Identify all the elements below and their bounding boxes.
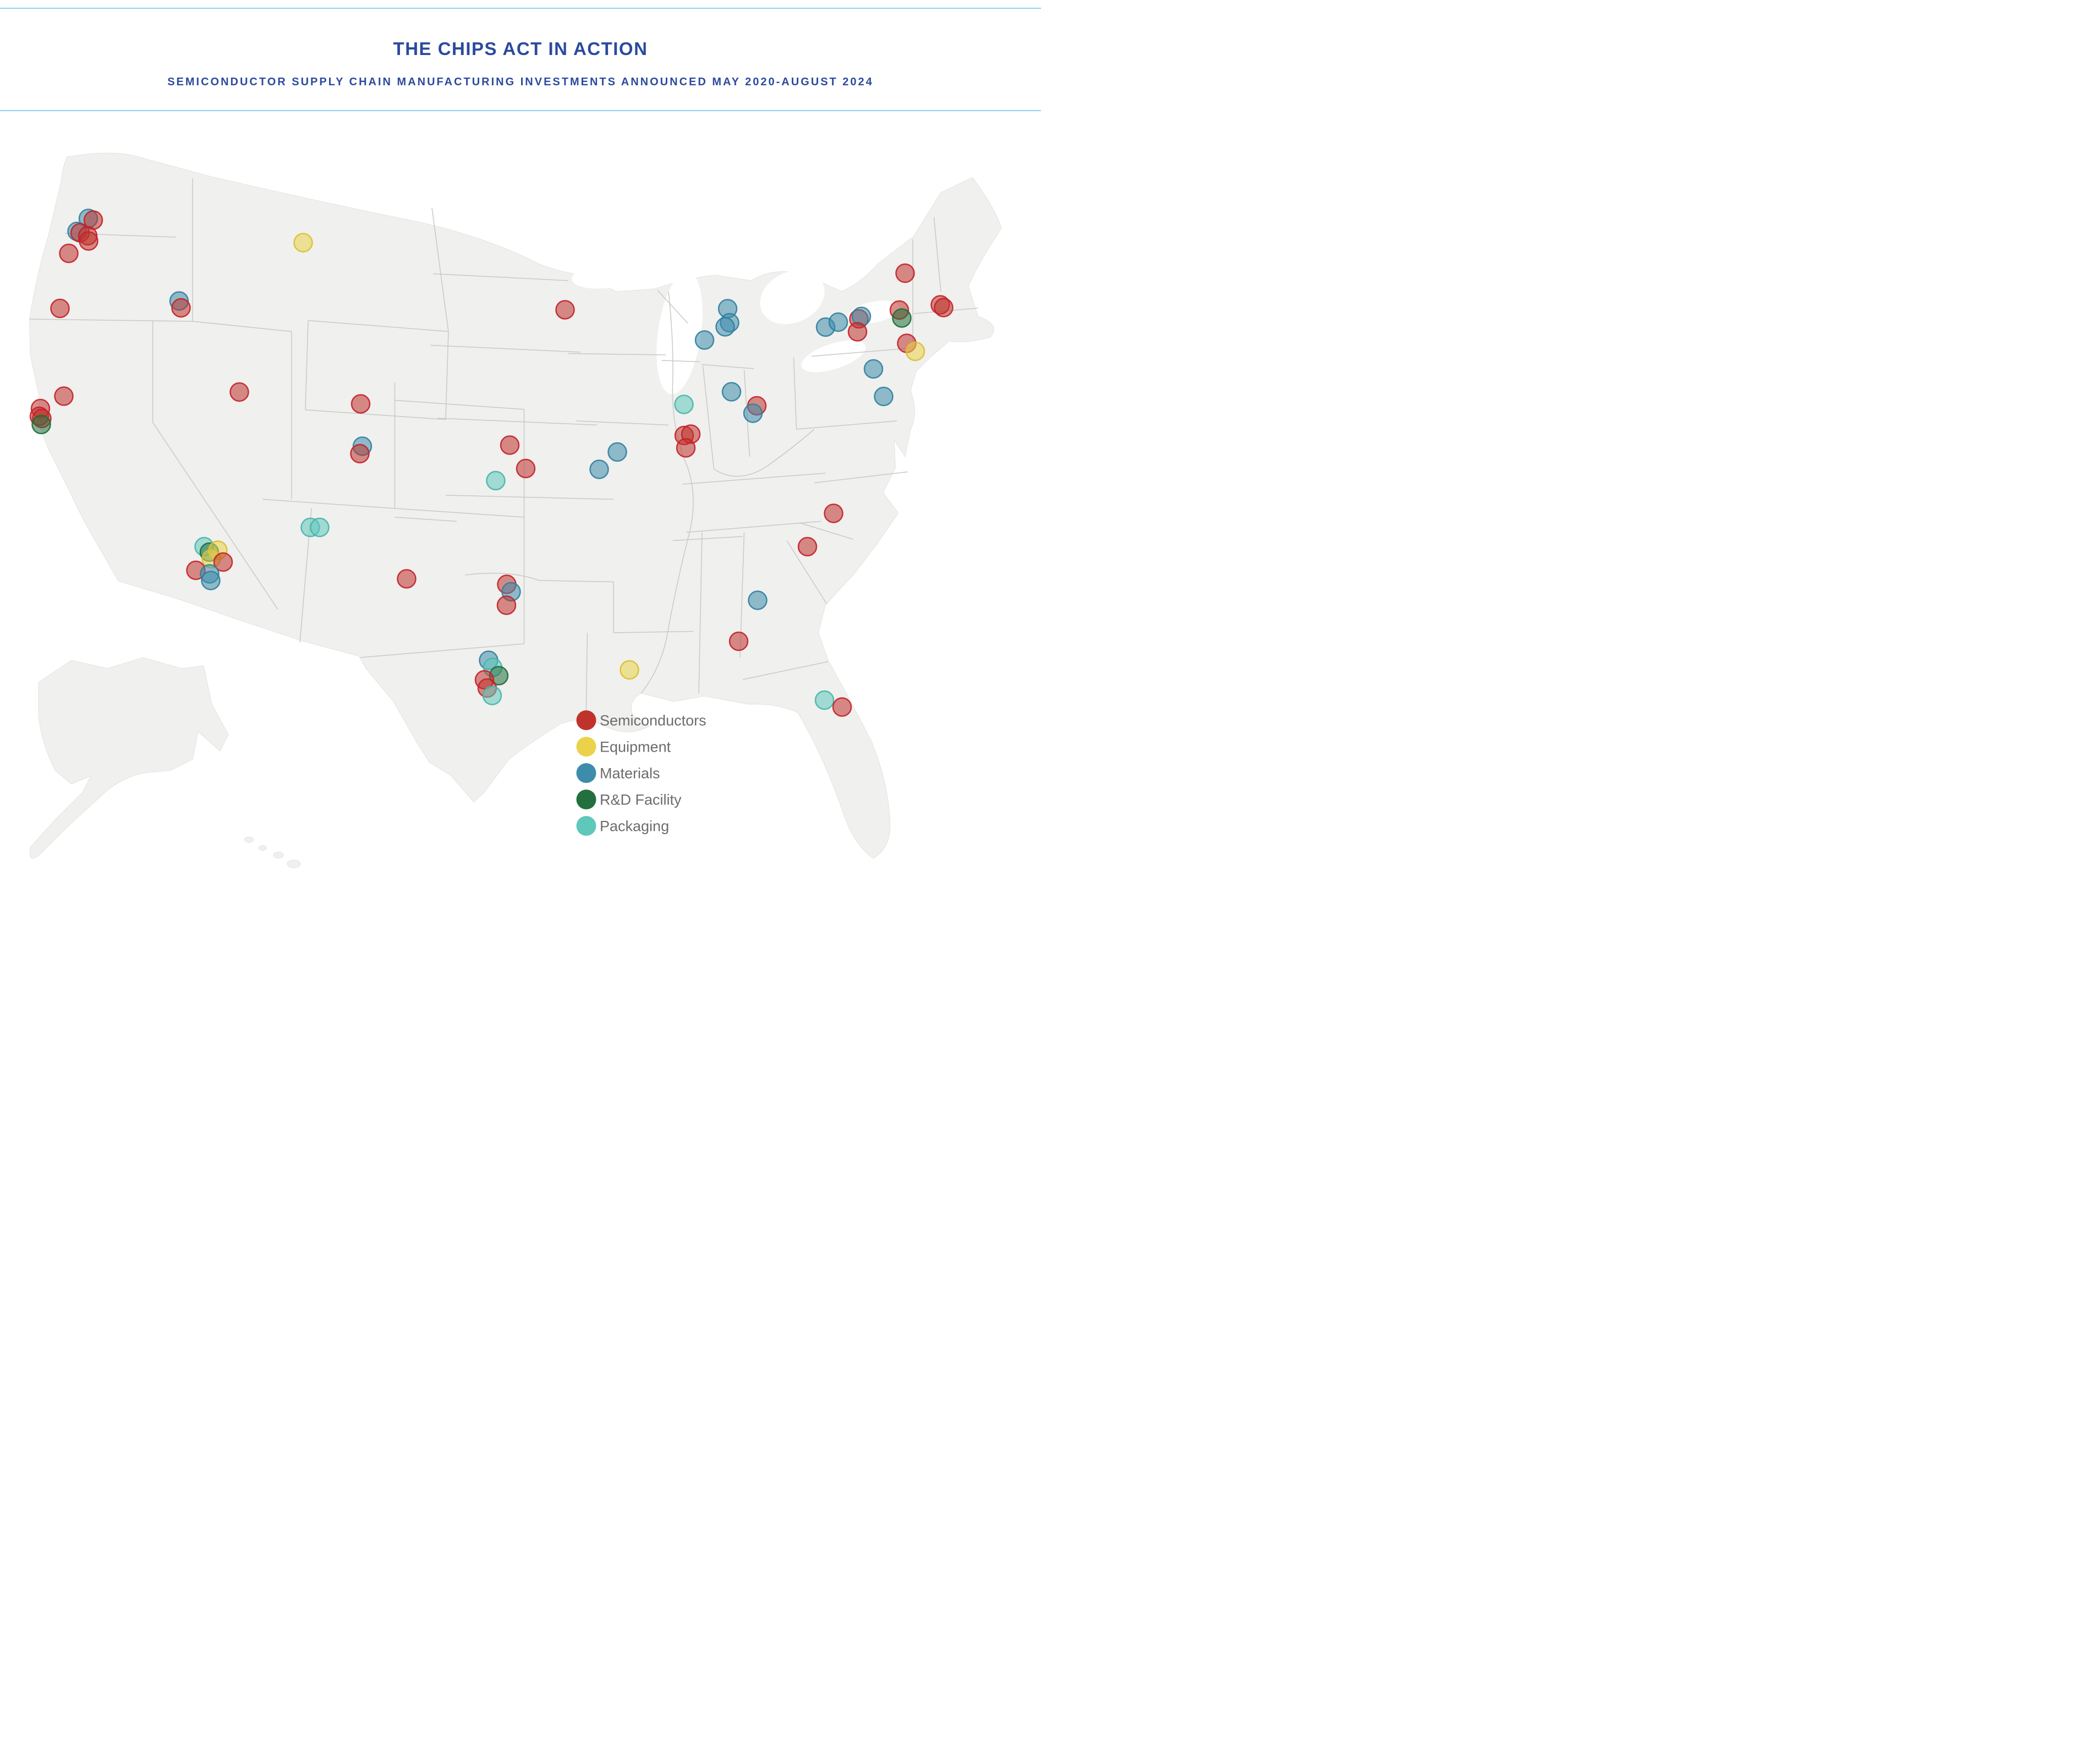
map-dots (29, 209, 954, 717)
map-dot-materials (201, 571, 221, 590)
legend-item-rnd-facility: R&D Facility (576, 790, 682, 809)
map-dot-equipment (293, 233, 313, 253)
hawaii-islands-shape (244, 836, 301, 868)
legend-label-packaging: Packaging (600, 818, 669, 835)
legend-dot-semiconductors (576, 710, 596, 730)
map-dot-materials (743, 403, 763, 423)
map-dot-materials (828, 312, 848, 332)
legend-label-rnd-facility: R&D Facility (600, 792, 682, 808)
map-dot-semiconductors (516, 458, 536, 479)
map-dot-semiconductors (397, 569, 417, 589)
map-dot-semiconductors (54, 386, 74, 406)
page-subtitle: SEMICONDUCTOR SUPPLY CHAIN MANUFACTURING… (167, 76, 874, 88)
map-dot-semiconductors (895, 263, 915, 283)
map-dot-semiconductors (500, 435, 520, 455)
legend-label-equipment: Equipment (600, 739, 671, 755)
map-dot-materials (748, 590, 768, 610)
map-dot-semiconductors (824, 503, 843, 523)
map-dot-semiconductors (350, 394, 371, 414)
alaska-shape (29, 657, 229, 859)
legend-label-semiconductors: Semiconductors (600, 713, 706, 729)
map-dot-semiconductors (934, 298, 954, 317)
subtitle-divider-line (0, 110, 1041, 111)
map-dot-semiconductors (50, 298, 70, 319)
map-dot-rnd (31, 414, 51, 435)
map-dot-semiconductors (676, 438, 696, 458)
legend-label-materials: Materials (600, 765, 660, 782)
map-dot-semiconductors (171, 298, 191, 318)
lake-huron-shape (760, 270, 825, 325)
map-dot-semiconductors (213, 552, 233, 572)
map-dot-semiconductors (59, 243, 79, 264)
legend-item-equipment: Equipment (576, 737, 671, 757)
map-dot-semiconductors (555, 300, 575, 320)
map-dot-semiconductors (229, 382, 249, 402)
map-dot-materials (874, 386, 894, 407)
page-title: THE CHIPS ACT IN ACTION (393, 39, 648, 59)
us-map: Semiconductors Equipment Materials R&D F… (29, 152, 1002, 868)
map-dot-materials (863, 359, 884, 379)
map-dot-packaging (310, 517, 330, 538)
map-dot-semiconductors (832, 697, 852, 717)
map-dot-materials (694, 330, 715, 350)
legend-dot-rnd-facility (576, 790, 596, 809)
map-dot-packaging (814, 690, 835, 710)
legend-item-semiconductors: Semiconductors (576, 710, 706, 730)
map-legend: Semiconductors Equipment Materials R&D F… (576, 710, 706, 836)
infographic-canvas: THE CHIPS ACT IN ACTION SEMICONDUCTOR SU… (0, 0, 1041, 882)
map-dot-materials (715, 317, 735, 337)
map-dot-packaging (482, 686, 502, 705)
legend-dot-materials (576, 763, 596, 783)
top-divider-line (0, 8, 1041, 9)
great-lakes-shapes (572, 248, 900, 395)
map-dot-equipment (620, 660, 639, 680)
legend-dot-equipment (576, 737, 596, 757)
map-dot-semiconductors (350, 443, 370, 464)
map-dot-semiconductors (797, 536, 818, 557)
map-dot-semiconductors (496, 595, 517, 615)
lake-superior-shape (572, 248, 683, 289)
legend-dot-packaging (576, 816, 596, 836)
map-dot-semiconductors (847, 322, 868, 342)
map-dot-materials (589, 459, 609, 479)
map-dot-semiconductors (728, 631, 749, 651)
lake-erie-shape (801, 340, 866, 372)
legend-item-materials: Materials (576, 763, 660, 783)
state-borders (29, 178, 978, 721)
legend-item-packaging: Packaging (576, 816, 669, 836)
map-dot-equipment (905, 341, 925, 361)
map-dot-packaging (674, 395, 694, 414)
map-dot-packaging (486, 470, 506, 491)
map-dot-materials (607, 442, 627, 462)
map-dot-materials (721, 382, 742, 402)
map-dot-semiconductors (79, 231, 98, 251)
map-dot-rnd (892, 308, 912, 328)
